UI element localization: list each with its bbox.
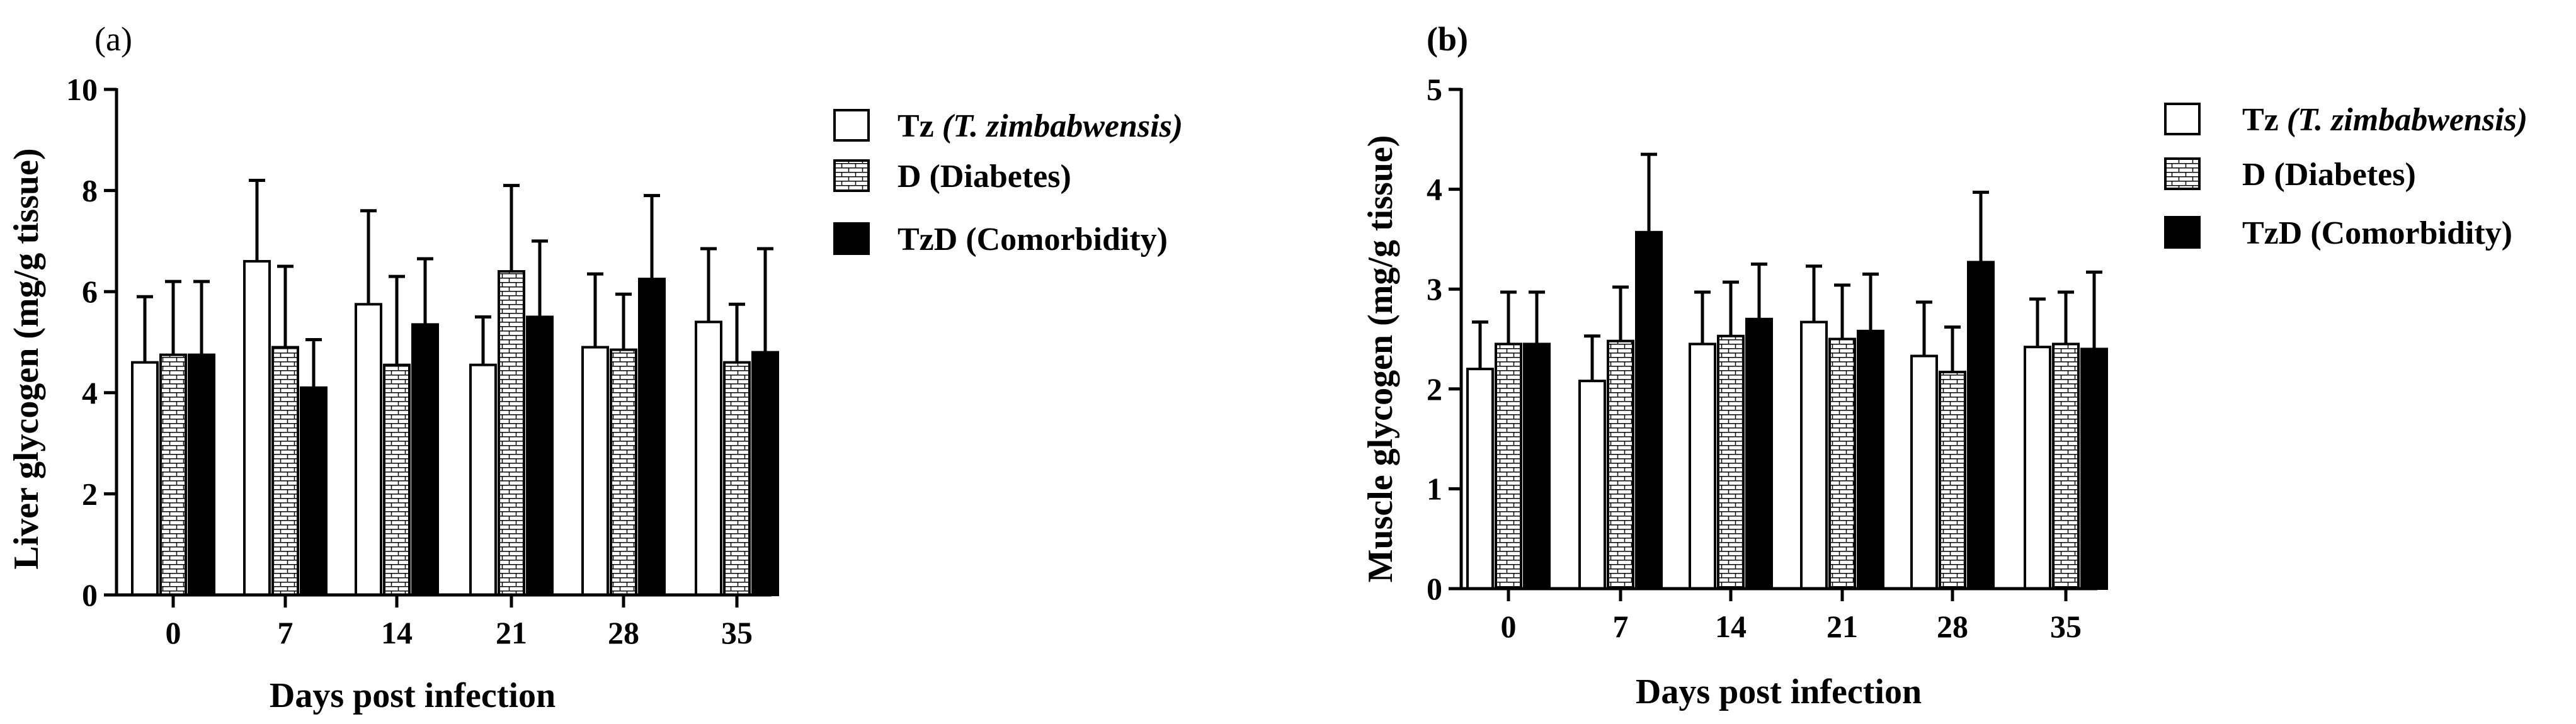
panel-a-y-tick-label-2: 2	[82, 476, 98, 511]
legend-label-d: D (Diabetes)	[898, 159, 1071, 195]
panel-a-bar-d-14	[383, 363, 411, 596]
panel-b-x-tick-label-35: 35	[2050, 609, 2082, 644]
legend-swatch-tz-b	[2164, 103, 2201, 135]
panel-b-x-tick-label-7: 7	[1613, 609, 1629, 644]
panel-a-bar-tzd-7	[300, 386, 328, 597]
panel-a-bar-tzd-28	[638, 278, 666, 596]
panel-a-y-tick-label-8: 8	[82, 173, 98, 208]
panel-b-bar-tz-14	[1689, 342, 1716, 590]
panel-b-bar-tzd-35	[2080, 348, 2108, 590]
panel-b-bar-d-0	[1495, 342, 1522, 590]
legend-item-d-b: D (Diabetes)	[2164, 157, 2416, 193]
legend-item-tz-b: Tz (T. zimbabwensis)	[2164, 102, 2528, 138]
panel-b-y-tick-label-5: 5	[1427, 72, 1442, 107]
panel-b-bar-d-28	[1939, 370, 1966, 590]
panel-a-bar-tzd-21	[526, 315, 554, 596]
panel-b-bar-d-21	[1828, 337, 1856, 590]
panel-a-y-tick-label-0: 0	[82, 577, 98, 613]
legend-swatch-tzd	[833, 222, 870, 255]
panel-a-bar-d-21	[498, 270, 525, 596]
legend-label-tzd: TzD (Comorbidity)	[898, 222, 1168, 257]
panel-b-y-tick-label-3: 3	[1427, 271, 1442, 307]
panel-a-plot: 0 2 4 6 8 10 0 7 14 21 28 35	[66, 72, 779, 650]
panel-a-x-tick-label-7: 7	[278, 615, 294, 650]
panel-b-bar-d-35	[2052, 342, 2080, 590]
panel-a-y-axis-title: Liver glycogen (mg/g tissue)	[7, 148, 46, 569]
legend-swatch-tzd-b	[2164, 216, 2201, 249]
panel-b-label: (b)	[1427, 20, 1468, 58]
panel-a-x-tick-label-14: 14	[381, 615, 413, 650]
legend-swatch-d-b	[2164, 157, 2201, 190]
legend-swatch-d	[833, 159, 870, 192]
panel-b-bar-tzd-0	[1523, 342, 1551, 590]
legend-label-tzd-b: TzD (Comorbidity)	[2242, 215, 2512, 251]
panel-a-bar-tz-14	[355, 303, 382, 596]
legend-item-tz: Tz (T. zimbabwensis)	[833, 108, 1183, 144]
panel-a-bar-tz-28	[581, 346, 609, 597]
panel-b-bar-tzd-7	[1635, 230, 1663, 591]
panel-b-bar-tz-7	[1578, 380, 1606, 590]
panel-a-bar-tz-35	[695, 320, 722, 596]
panel-b-y-tick-label-2: 2	[1427, 371, 1442, 407]
panel-b-bar-tzd-21	[1857, 329, 1884, 590]
panel-b-x-tick-label-21: 21	[1827, 609, 1858, 644]
panel-b-y-tick-label-4: 4	[1427, 172, 1442, 207]
panel-b-bar-tz-21	[1800, 320, 1828, 590]
panel-a-bar-d-0	[159, 353, 187, 596]
panel-a-bar-tzd-35	[751, 351, 779, 596]
panel-b-legend: Tz (T. zimbabwensis) D (Diabetes) TzD (C…	[2164, 102, 2528, 251]
panel-b-y-tick-label-0: 0	[1427, 571, 1442, 606]
panel-b-y-tick-label-1: 1	[1427, 471, 1442, 506]
panel-b-bar-tz-0	[1466, 368, 1494, 591]
panel-a-bar-tzd-0	[188, 353, 215, 596]
panel-a-x-tick-label-21: 21	[496, 615, 527, 650]
panel-b-y-axis-title: Muscle glycogen (mg/g tissue)	[1361, 135, 1400, 583]
panel-a-bar-d-35	[723, 361, 751, 596]
legend-item-tzd-b: TzD (Comorbidity)	[2164, 215, 2512, 251]
panel-b-bar-tz-28	[1910, 354, 1938, 590]
legend-item-d: D (Diabetes)	[833, 159, 1071, 195]
legend-label-d-b: D (Diabetes)	[2242, 157, 2416, 193]
panel-b-x-tick-label-14: 14	[1715, 609, 1747, 644]
panel-a-bar-d-28	[610, 348, 637, 596]
panel-b-plot: 0 1 2 3 4 5 0 7 14 21 28 35	[1427, 72, 2108, 644]
panel-a-bar-tzd-14	[411, 323, 439, 597]
legend-label-tz: Tz (T. zimbabwensis)	[898, 108, 1183, 144]
panel-a-legend: Tz (T. zimbabwensis) D (Diabetes) TzD (C…	[833, 108, 1183, 257]
panel-b-x-tick-label-0: 0	[1501, 609, 1517, 644]
panel-a-x-axis-title: Days post infection	[270, 676, 556, 715]
panel-b-bar-tzd-14	[1745, 317, 1773, 590]
panel-a-x-tick-label-28: 28	[608, 615, 639, 650]
panel-a-x-tick-label-0: 0	[166, 615, 181, 650]
legend-swatch-tz	[833, 109, 870, 142]
panel-b-bar-tzd-28	[1967, 261, 1995, 590]
panel-a-bar-tz-7	[243, 260, 271, 596]
panel-b-bar-d-7	[1607, 339, 1634, 590]
panel-b-x-tick-label-28: 28	[1937, 609, 1968, 644]
panel-b-bar-d-14	[1717, 334, 1745, 590]
legend-label-tz-b: Tz (T. zimbabwensis)	[2242, 102, 2528, 138]
panel-b-x-axis-title: Days post infection	[1636, 672, 1922, 711]
panel-a-label: (a)	[94, 20, 132, 58]
panel-a-y-tick-label-4: 4	[82, 375, 98, 410]
panel-a-bar-d-7	[271, 346, 299, 597]
panel-a-bar-tz-0	[131, 361, 159, 596]
panel-b: (b) 0 1 2 3 4 5 0 7 14 21 28 35 Days post infection…	[1361, 20, 2108, 711]
panel-a: (a) 0 2 4 6 8 10 0 7 14 21 28 35 Days post infectio…	[7, 20, 779, 715]
panel-a-x-tick-label-35: 35	[721, 615, 753, 650]
panel-a-y-tick-label-10: 10	[66, 72, 98, 107]
panel-a-y-tick-label-6: 6	[82, 274, 98, 309]
panel-a-bar-tz-21	[469, 363, 497, 596]
legend-item-tzd: TzD (Comorbidity)	[833, 222, 1168, 257]
panel-b-bar-tz-35	[2024, 346, 2051, 590]
